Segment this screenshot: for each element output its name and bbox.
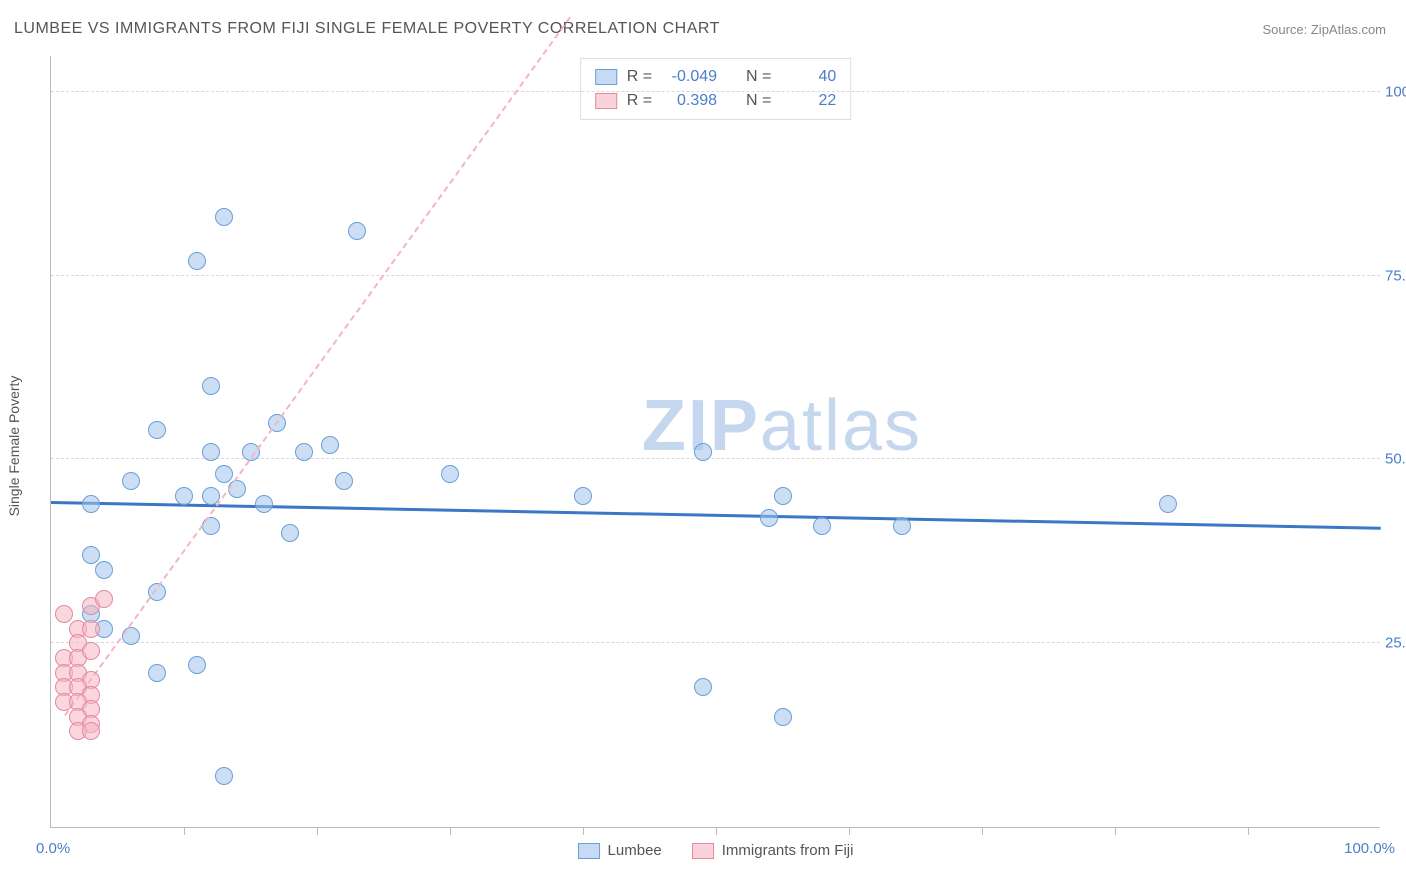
y-tick-label: 50.0%: [1385, 451, 1406, 468]
scatter-point: [295, 443, 313, 461]
x-tick: [1248, 827, 1249, 835]
trend-line: [51, 501, 1381, 530]
x-tick: [184, 827, 185, 835]
scatter-point: [813, 517, 831, 535]
stats-legend: R = -0.049 N = 40 R = 0.398 N = 22: [580, 58, 852, 120]
y-tick-label: 25.0%: [1385, 635, 1406, 652]
legend-item-series2: Immigrants from Fiji: [692, 842, 854, 859]
gridline: [51, 275, 1380, 276]
scatter-point: [1159, 495, 1177, 513]
scatter-point: [82, 546, 100, 564]
scatter-point: [82, 620, 100, 638]
scatter-point: [893, 517, 911, 535]
scatter-point: [122, 472, 140, 490]
x-tick: [849, 827, 850, 835]
scatter-point: [55, 605, 73, 623]
scatter-point: [148, 421, 166, 439]
scatter-point: [694, 443, 712, 461]
legend-item-series1: Lumbee: [578, 842, 662, 859]
bottom-legend: Lumbee Immigrants from Fiji: [578, 842, 854, 859]
scatter-point: [348, 222, 366, 240]
scatter-point: [215, 208, 233, 226]
scatter-point: [82, 642, 100, 660]
gridline: [51, 642, 1380, 643]
x-tick: [982, 827, 983, 835]
swatch-blue-icon: [595, 69, 617, 85]
scatter-point: [335, 472, 353, 490]
scatter-point: [188, 252, 206, 270]
trend-line: [64, 16, 571, 716]
scatter-point: [215, 767, 233, 785]
swatch-blue-icon: [578, 843, 600, 859]
scatter-point: [202, 377, 220, 395]
plot-area: ZIPatlas R = -0.049 N = 40 R = 0.398 N =…: [50, 56, 1380, 828]
y-axis-label: Single Female Poverty: [6, 376, 22, 517]
y-tick-label: 75.0%: [1385, 267, 1406, 284]
y-tick-label: 100.0%: [1385, 83, 1406, 100]
scatter-point: [82, 722, 100, 740]
stats-row-series2: R = 0.398 N = 22: [595, 89, 837, 113]
source-label: Source: ZipAtlas.com: [1262, 22, 1386, 37]
x-tick: [716, 827, 717, 835]
scatter-point: [760, 509, 778, 527]
x-tick: [450, 827, 451, 835]
swatch-pink-icon: [595, 93, 617, 109]
scatter-point: [202, 443, 220, 461]
x-tick: [583, 827, 584, 835]
scatter-point: [148, 664, 166, 682]
scatter-point: [82, 495, 100, 513]
scatter-point: [95, 561, 113, 579]
x-tick: [317, 827, 318, 835]
scatter-point: [215, 465, 233, 483]
gridline: [51, 91, 1380, 92]
scatter-point: [281, 524, 299, 542]
scatter-point: [321, 436, 339, 454]
x-tick: [1115, 827, 1116, 835]
scatter-point: [95, 590, 113, 608]
scatter-point: [694, 678, 712, 696]
x-label-max: 100.0%: [1344, 840, 1395, 857]
watermark: ZIPatlas: [642, 385, 922, 467]
scatter-point: [441, 465, 459, 483]
scatter-point: [188, 656, 206, 674]
scatter-point: [774, 708, 792, 726]
scatter-point: [774, 487, 792, 505]
swatch-pink-icon: [692, 843, 714, 859]
x-label-min: 0.0%: [36, 840, 70, 857]
stats-row-series1: R = -0.049 N = 40: [595, 65, 837, 89]
chart-title: LUMBEE VS IMMIGRANTS FROM FIJI SINGLE FE…: [14, 20, 720, 38]
scatter-point: [175, 487, 193, 505]
scatter-point: [255, 495, 273, 513]
scatter-point: [574, 487, 592, 505]
